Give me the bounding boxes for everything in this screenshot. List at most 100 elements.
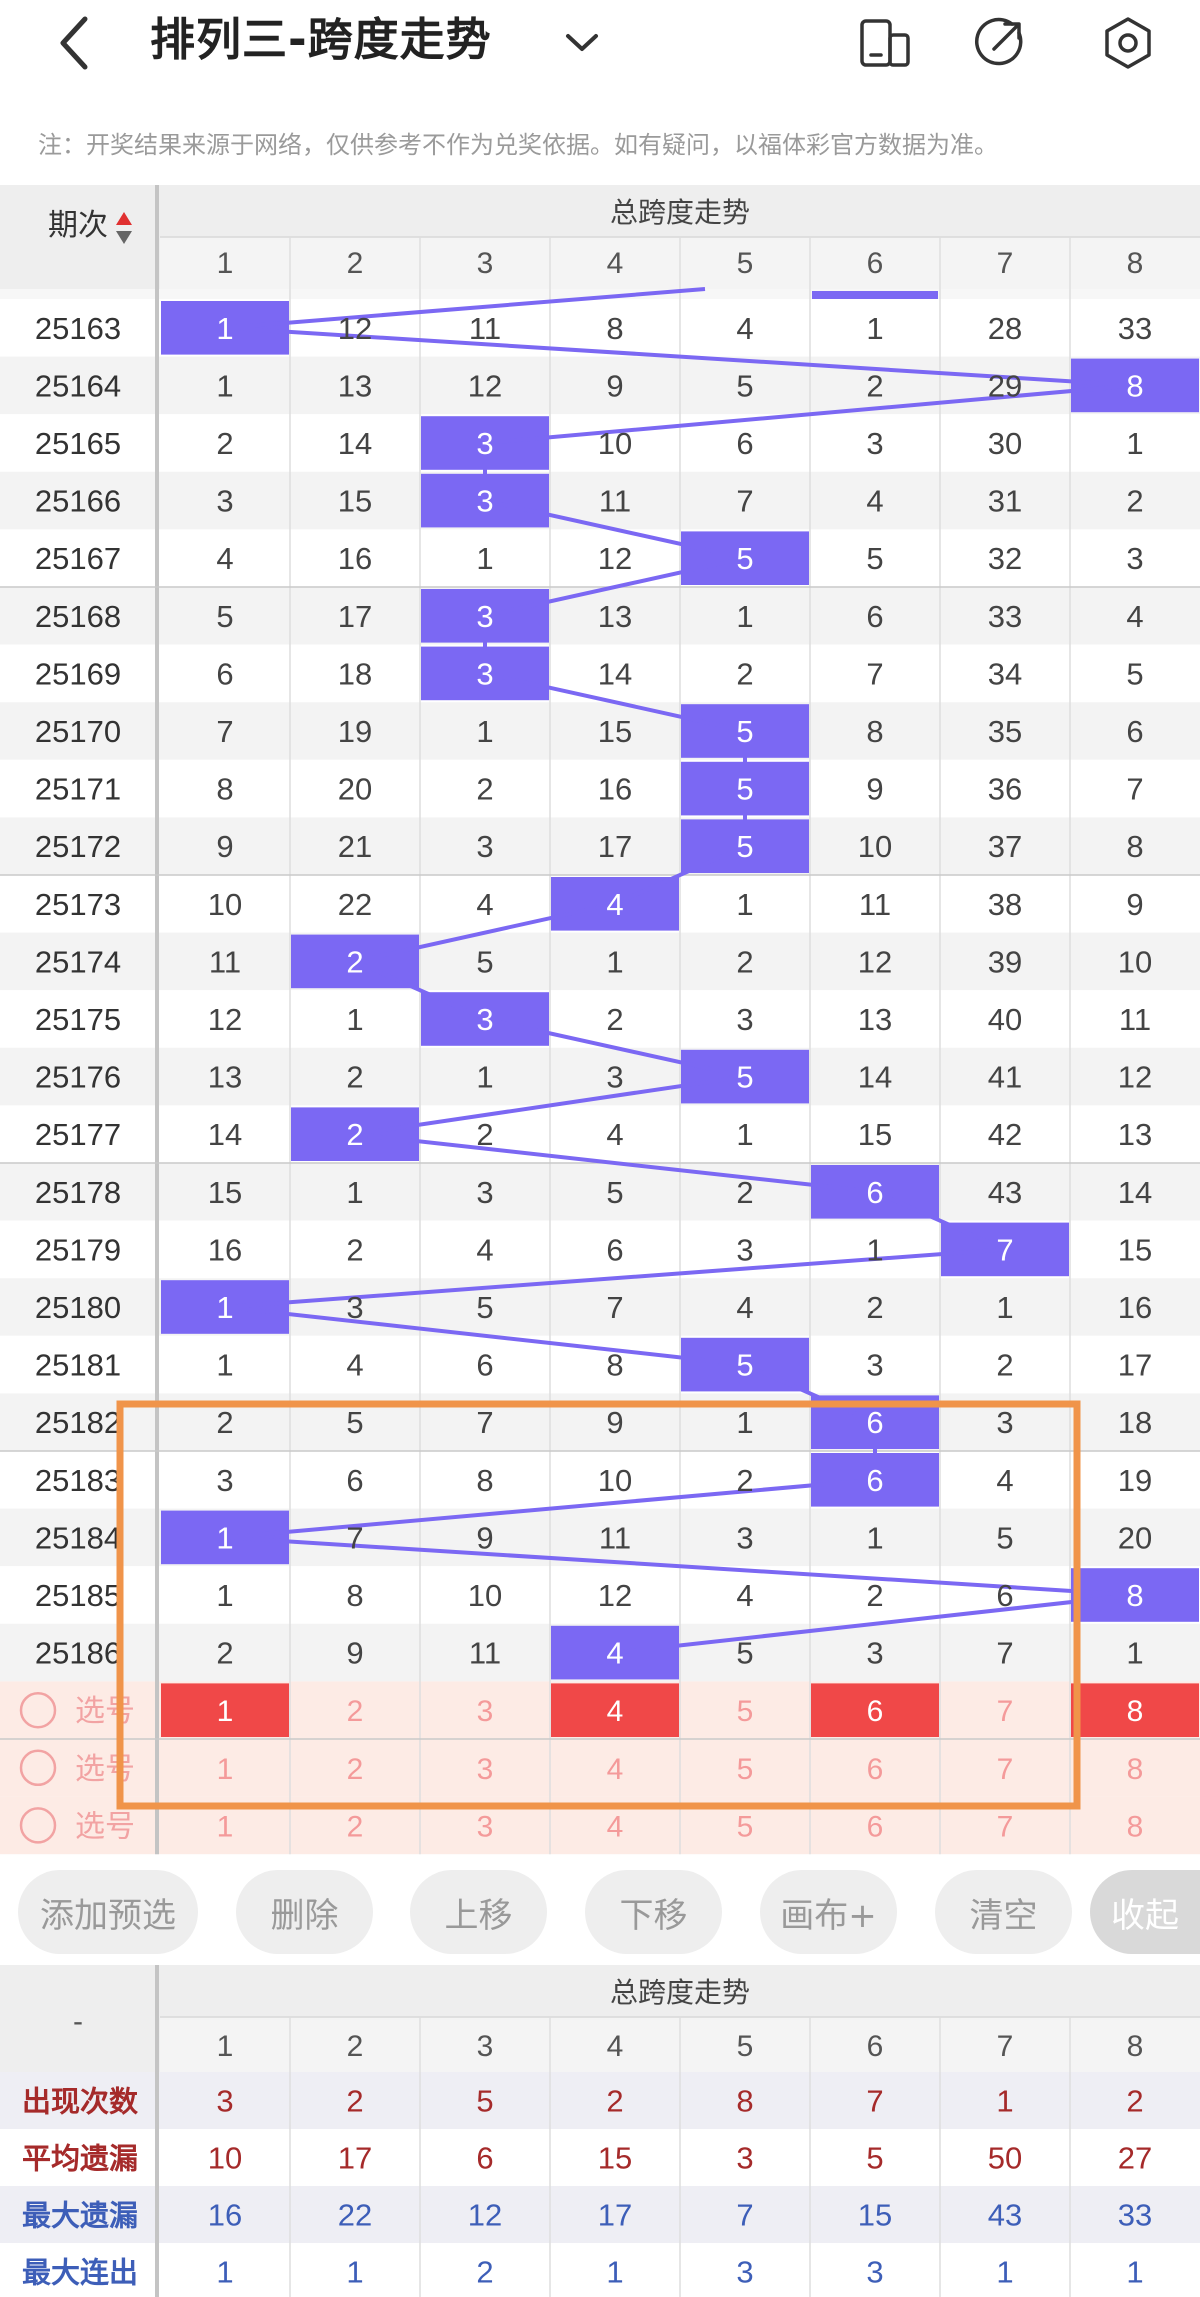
- miss-value: 3: [866, 1348, 883, 1383]
- collapse-button[interactable]: 收起: [1090, 1870, 1200, 1954]
- period-cell: 25163: [35, 311, 121, 346]
- column-header: 2: [347, 247, 364, 280]
- miss-value: 10: [208, 887, 242, 922]
- hit-cell-partial: [812, 291, 938, 299]
- stats-value: 5: [476, 2084, 493, 2119]
- miss-value: 1: [736, 887, 753, 922]
- miss-value: 4: [736, 1578, 753, 1613]
- share-icon[interactable]: [960, 0, 1040, 85]
- stats-value: 2: [1126, 2084, 1143, 2119]
- select-number[interactable]: 1: [217, 1695, 234, 1728]
- miss-value: 12: [208, 1002, 242, 1037]
- miss-value: 14: [208, 1117, 242, 1152]
- select-number[interactable]: 3: [477, 1810, 494, 1843]
- sort-down-icon[interactable]: [116, 231, 132, 244]
- move-down-button[interactable]: 下移: [585, 1870, 722, 1954]
- selected-number-cell[interactable]: [1071, 1683, 1199, 1737]
- miss-value: 35: [988, 714, 1022, 749]
- move-up-button[interactable]: 上移: [410, 1870, 547, 1954]
- select-radio-icon[interactable]: [19, 1807, 57, 1844]
- miss-value: 8: [346, 1578, 363, 1613]
- select-number[interactable]: 7: [997, 1753, 1014, 1786]
- settings-icon[interactable]: [1088, 0, 1168, 85]
- select-number[interactable]: 3: [477, 1695, 494, 1728]
- select-number[interactable]: 1: [217, 1753, 234, 1786]
- select-row-label: 选号: [75, 1810, 135, 1843]
- miss-value: 2: [736, 944, 753, 979]
- select-number[interactable]: 6: [867, 1810, 884, 1843]
- miss-value: 18: [338, 656, 372, 691]
- selected-number-cell[interactable]: [811, 1683, 939, 1737]
- column-header: 4: [607, 247, 624, 280]
- select-number[interactable]: 5: [737, 1810, 754, 1843]
- select-number[interactable]: 8: [1127, 1695, 1144, 1728]
- canvas-plus-button[interactable]: 画布+: [760, 1870, 897, 1954]
- miss-value: 11: [1119, 1002, 1151, 1037]
- stats-row: [0, 2186, 1200, 2243]
- miss-value: 10: [598, 426, 632, 461]
- stats-row: [0, 2129, 1200, 2186]
- select-number[interactable]: 4: [607, 1810, 624, 1843]
- miss-value: 5: [606, 1175, 623, 1210]
- select-number[interactable]: 8: [1127, 1810, 1144, 1843]
- phone-layout-icon[interactable]: [845, 0, 925, 85]
- table-row: [0, 414, 1200, 472]
- stats-value: 33: [1118, 2198, 1152, 2233]
- period-cell: 25173: [35, 887, 121, 922]
- select-number[interactable]: 1: [217, 1810, 234, 1843]
- chevron-down-icon[interactable]: [552, 0, 612, 85]
- miss-value: 11: [469, 311, 501, 346]
- select-number[interactable]: 8: [1127, 1753, 1144, 1786]
- miss-value: 14: [338, 426, 372, 461]
- add-preselect-button[interactable]: 添加预选: [18, 1870, 198, 1954]
- stats-row-label: 最大连出: [22, 2257, 138, 2290]
- hit-value: 5: [736, 714, 753, 749]
- stats-value: 3: [736, 2255, 753, 2290]
- miss-value: 9: [346, 1636, 363, 1671]
- miss-value: 3: [736, 1520, 753, 1555]
- select-number[interactable]: 5: [737, 1695, 754, 1728]
- miss-value: 2: [476, 1117, 493, 1152]
- miss-value: 2: [866, 368, 883, 403]
- hit-value: 2: [346, 944, 363, 979]
- selected-number-cell[interactable]: [161, 1683, 289, 1737]
- miss-value: 1: [476, 714, 493, 749]
- select-number[interactable]: 4: [607, 1753, 624, 1786]
- select-number[interactable]: 6: [867, 1753, 884, 1786]
- period-cell: 25169: [35, 656, 121, 691]
- select-number[interactable]: 2: [347, 1695, 364, 1728]
- period-header[interactable]: 期次: [48, 209, 108, 242]
- select-number[interactable]: 5: [737, 1753, 754, 1786]
- page-title[interactable]: 排列三-跨度走势: [150, 13, 492, 66]
- column-header: 1: [217, 247, 234, 280]
- back-arrow-icon[interactable]: [40, 0, 110, 85]
- miss-value: 5: [996, 1520, 1013, 1555]
- period-cell: 25178: [35, 1175, 121, 1210]
- column-header: 3: [477, 247, 494, 280]
- select-number[interactable]: 2: [347, 1753, 364, 1786]
- stats-value: 22: [338, 2198, 372, 2233]
- select-number[interactable]: 2: [347, 1810, 364, 1843]
- miss-value: 43: [988, 1175, 1022, 1210]
- select-radio-icon[interactable]: [19, 1691, 57, 1729]
- miss-value: 1: [606, 944, 623, 979]
- miss-value: 13: [338, 368, 372, 403]
- delete-button[interactable]: 删除: [236, 1870, 373, 1954]
- select-number[interactable]: 7: [997, 1695, 1014, 1728]
- select-number[interactable]: 7: [997, 1810, 1014, 1843]
- select-number[interactable]: 3: [477, 1753, 494, 1786]
- period-cell: 25181: [35, 1348, 121, 1383]
- select-number[interactable]: 4: [607, 1695, 624, 1728]
- select-radio-icon[interactable]: [19, 1749, 57, 1787]
- miss-value: 1: [216, 1578, 233, 1613]
- select-number[interactable]: 6: [867, 1695, 884, 1728]
- table-row: [0, 1335, 1200, 1394]
- miss-value: 7: [476, 1405, 493, 1440]
- selected-number-cell[interactable]: [551, 1683, 679, 1737]
- period-cell: 25168: [35, 599, 121, 634]
- miss-value: 16: [1118, 1290, 1152, 1325]
- clear-button[interactable]: 清空: [935, 1870, 1072, 1954]
- miss-value: 1: [866, 311, 883, 346]
- sort-up-icon[interactable]: [116, 212, 132, 225]
- miss-value: 4: [346, 1348, 363, 1383]
